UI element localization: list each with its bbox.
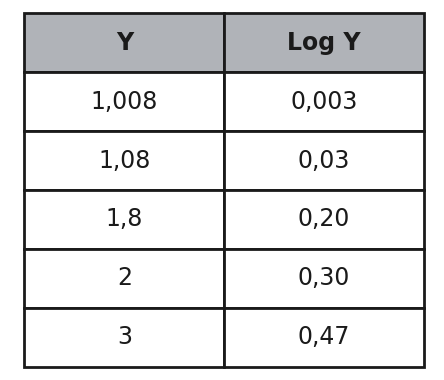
Text: 0,003: 0,003 <box>290 90 358 114</box>
Text: 1,008: 1,008 <box>91 90 158 114</box>
Text: Log Y: Log Y <box>287 31 361 55</box>
Text: 2: 2 <box>117 266 132 290</box>
Bar <box>24 249 224 308</box>
Bar <box>24 308 224 367</box>
Text: 1,08: 1,08 <box>98 149 151 173</box>
Text: Y: Y <box>116 31 133 55</box>
Text: 0,30: 0,30 <box>298 266 350 290</box>
Bar <box>224 190 424 249</box>
Bar <box>24 13 224 72</box>
Bar <box>224 249 424 308</box>
Text: 3: 3 <box>117 325 132 349</box>
Text: 1,8: 1,8 <box>106 207 143 231</box>
Bar <box>24 131 224 190</box>
Bar <box>24 190 224 249</box>
Text: 0,03: 0,03 <box>298 149 350 173</box>
Bar <box>24 72 224 131</box>
Text: 0,47: 0,47 <box>298 325 350 349</box>
Bar <box>224 131 424 190</box>
Bar <box>224 308 424 367</box>
Text: 0,20: 0,20 <box>298 207 350 231</box>
Bar <box>224 13 424 72</box>
Bar <box>224 72 424 131</box>
